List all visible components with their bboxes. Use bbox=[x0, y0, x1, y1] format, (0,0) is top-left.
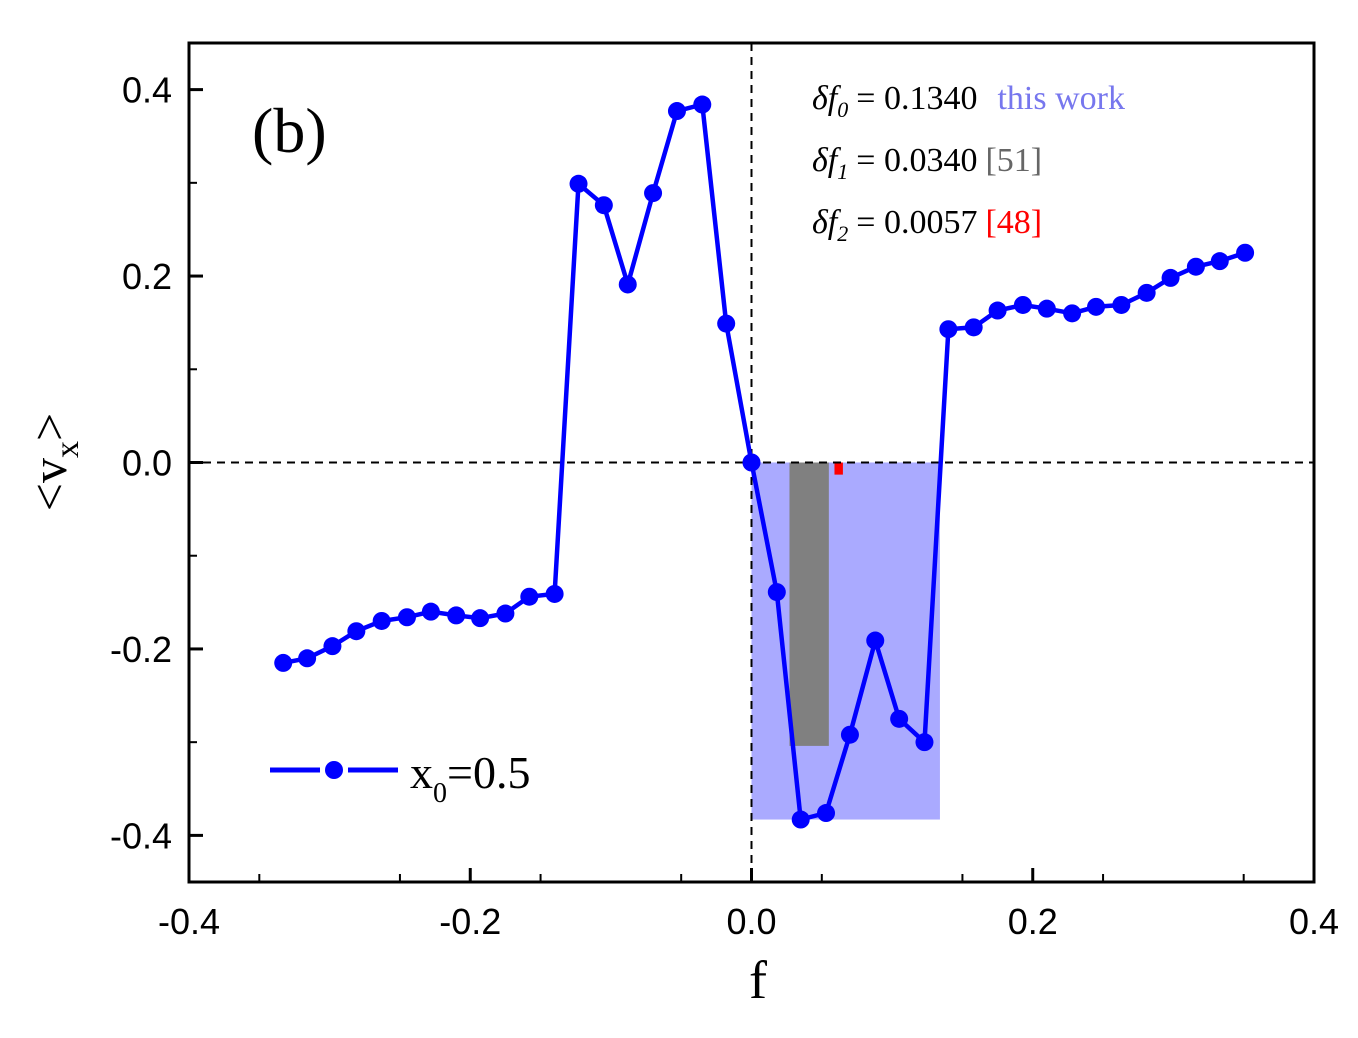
data-point-38 bbox=[1210, 252, 1229, 271]
legend-marker bbox=[325, 761, 343, 779]
data-point-3 bbox=[347, 622, 366, 641]
data-point-23 bbox=[840, 725, 859, 744]
x-tick-label: 0.0 bbox=[726, 901, 776, 942]
x-tick-label: -0.4 bbox=[158, 901, 220, 942]
data-point-9 bbox=[496, 604, 515, 623]
data-point-10 bbox=[520, 587, 539, 606]
data-point-11 bbox=[545, 584, 564, 603]
data-point-5 bbox=[397, 608, 416, 627]
y-axis-label: <vx> bbox=[21, 413, 86, 511]
data-point-7 bbox=[447, 606, 466, 625]
data-point-2 bbox=[323, 637, 342, 656]
data-point-37 bbox=[1186, 257, 1205, 276]
data-point-33 bbox=[1087, 297, 1106, 316]
axis-ticks bbox=[187, 88, 1316, 882]
annotation-delta-f0: δf0 = 0.1340 this work bbox=[812, 80, 1125, 122]
data-point-25 bbox=[890, 709, 909, 728]
x-tick-label: -0.2 bbox=[439, 901, 501, 942]
data-point-13 bbox=[594, 196, 613, 215]
data-point-24 bbox=[866, 631, 885, 650]
y-tick-label: 0.0 bbox=[122, 443, 172, 484]
data-point-1 bbox=[298, 649, 317, 668]
tick-labels: -0.4 -0.2 0.0 0.2 0.4 -0.4 -0.2 0.0 0.2 0.4 bbox=[110, 70, 1339, 942]
shaded-region-1 bbox=[789, 462, 829, 746]
x-axis-label: f bbox=[749, 950, 767, 1010]
data-point-16 bbox=[667, 102, 686, 121]
data-point-36 bbox=[1161, 268, 1180, 287]
data-point-34 bbox=[1112, 295, 1131, 314]
data-point-28 bbox=[964, 318, 983, 337]
data-point-31 bbox=[1037, 299, 1056, 318]
data-point-35 bbox=[1137, 283, 1156, 302]
data-point-14 bbox=[618, 275, 637, 294]
data-point-19 bbox=[742, 453, 761, 472]
data-point-6 bbox=[421, 602, 440, 621]
annotation-delta-f2: δf2 = 0.0057 [48] bbox=[812, 204, 1042, 246]
panel-label: (b) bbox=[252, 95, 327, 166]
series-line-0 bbox=[282, 102, 1246, 822]
data-point-12 bbox=[569, 174, 588, 193]
data-point-32 bbox=[1063, 304, 1082, 323]
data-point-27 bbox=[939, 320, 958, 339]
series-group bbox=[274, 95, 1255, 829]
data-point-17 bbox=[693, 95, 712, 114]
data-point-8 bbox=[471, 609, 490, 628]
x-tick-label: 0.2 bbox=[1008, 901, 1058, 942]
data-point-39 bbox=[1236, 243, 1255, 262]
legend-label: x0=0.5 bbox=[410, 747, 530, 809]
data-point-0 bbox=[274, 653, 293, 672]
data-point-15 bbox=[644, 184, 663, 203]
data-point-22 bbox=[817, 804, 836, 823]
data-point-26 bbox=[915, 733, 934, 752]
y-tick-label: 0.4 bbox=[122, 70, 172, 111]
data-point-29 bbox=[988, 301, 1007, 320]
legend: x0=0.5 bbox=[270, 747, 530, 809]
data-point-18 bbox=[717, 314, 736, 333]
x-tick-label: 0.4 bbox=[1289, 901, 1339, 942]
data-point-20 bbox=[767, 583, 786, 602]
annotations: δf0 = 0.1340 this work δf1 = 0.0340 [51] δf2… bbox=[812, 80, 1125, 246]
data-point-30 bbox=[1013, 295, 1032, 314]
y-tick-label: -0.4 bbox=[110, 815, 172, 856]
shaded-region-2 bbox=[834, 462, 843, 475]
y-tick-label: -0.2 bbox=[110, 629, 172, 670]
y-tick-label: 0.2 bbox=[122, 256, 172, 297]
data-point-21 bbox=[791, 810, 810, 829]
annotation-delta-f1: δf1 = 0.0340 [51] bbox=[812, 142, 1042, 184]
data-point-4 bbox=[372, 611, 391, 630]
